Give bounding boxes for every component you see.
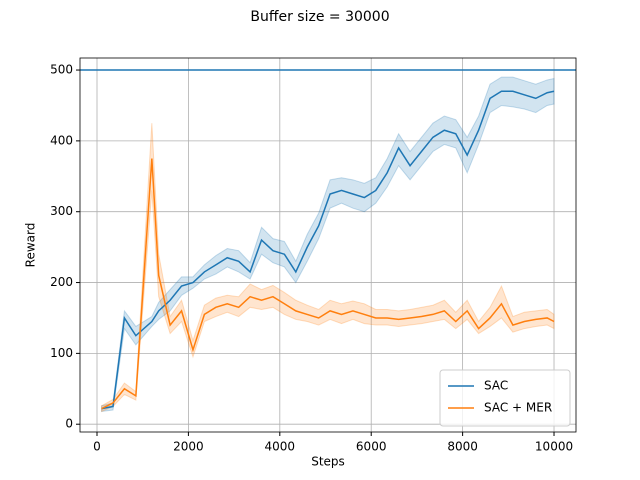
series-line [101, 158, 555, 410]
y-tick-label: 200 [50, 275, 73, 289]
chart-title: Buffer size = 30000 [250, 9, 389, 25]
legend-frame [439, 369, 571, 427]
confidence-band [101, 123, 555, 413]
plot-frame [79, 57, 577, 433]
x-tick-label: 4000 [265, 440, 296, 454]
confidence-band [101, 76, 555, 413]
y-tick-label: 500 [50, 63, 73, 77]
x-tick-label: 2000 [173, 440, 204, 454]
y-tick-label: 400 [50, 133, 73, 147]
y-axis-label: Reward [24, 223, 38, 268]
x-tick-label: 6000 [356, 440, 387, 454]
legend-label: SAC + MER [484, 401, 552, 415]
legend-label: SAC [484, 379, 508, 393]
y-tick-label: 0 [65, 417, 73, 431]
y-tick-label: 100 [50, 346, 73, 360]
x-tick-label: 8000 [447, 440, 478, 454]
x-tick-label: 10000 [535, 440, 573, 454]
x-tick-label: 0 [93, 440, 101, 454]
x-axis-label: Steps [311, 455, 345, 469]
y-tick-label: 300 [50, 204, 73, 218]
legend: SAC SAC + MER [439, 369, 571, 427]
series-line [101, 90, 555, 410]
